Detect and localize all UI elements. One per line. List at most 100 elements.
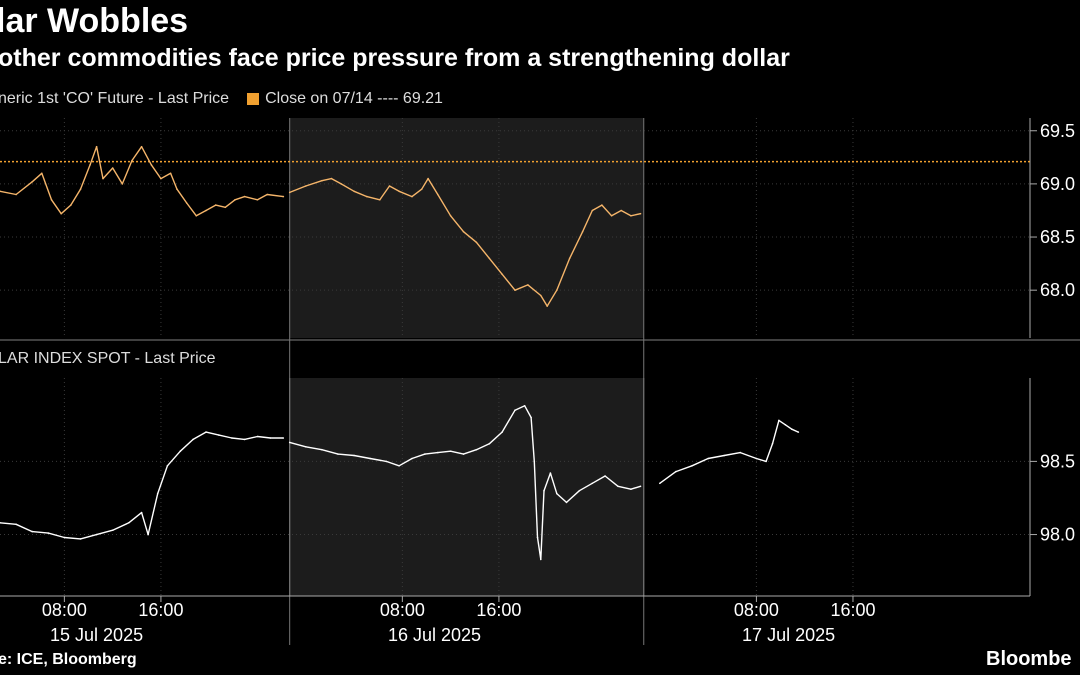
dollar-index-point xyxy=(0,522,1,524)
dollar-index-point xyxy=(723,454,725,457)
brand-logo: Bloombe xyxy=(986,648,1072,670)
x-day-label: 17 Jul 2025 xyxy=(742,625,835,645)
oil-price-point xyxy=(540,294,542,297)
dollar-index-point xyxy=(591,482,594,485)
x-tick-label: 16:00 xyxy=(830,600,875,620)
dollar-index-point xyxy=(269,437,272,439)
oil-price-point xyxy=(449,215,452,217)
oil-price-point xyxy=(140,145,143,148)
oil-price-point xyxy=(224,206,227,209)
dollar-index-point xyxy=(784,424,787,426)
dollar-index-point xyxy=(765,460,767,463)
dollar-index-point xyxy=(243,438,246,441)
oil-price-point xyxy=(41,172,43,175)
dollar-index-point xyxy=(305,446,307,448)
source-note: e: ICE, Bloomberg xyxy=(0,651,137,668)
dollar-index-point xyxy=(288,441,291,444)
oil-price-point xyxy=(234,199,236,201)
oil-price-point xyxy=(411,195,413,198)
oil-price-point xyxy=(169,172,172,175)
oil-price-point xyxy=(366,195,368,198)
oil-price-point xyxy=(256,199,259,201)
dollar-index-point xyxy=(549,472,552,474)
oil-price-point xyxy=(288,191,291,194)
dollar-index-point xyxy=(156,492,159,495)
oil-price-point xyxy=(462,230,465,233)
y-tick-label: 68.5 xyxy=(1040,227,1075,247)
dollar-index-point xyxy=(231,437,233,439)
oil-legend-label: neric 1st 'CO' Future - Last Price xyxy=(0,90,230,107)
dollar-index-point xyxy=(604,475,606,477)
dollar-index-point xyxy=(111,529,114,531)
dollar-index-point xyxy=(79,538,82,540)
oil-price-point xyxy=(556,289,558,292)
dollar-index-point xyxy=(778,419,780,422)
oil-price-point xyxy=(601,204,603,206)
oil-price-point xyxy=(620,209,622,212)
oil-price-point xyxy=(121,183,124,185)
oil-price-line xyxy=(0,146,284,217)
oil-price-point xyxy=(70,204,72,206)
oil-price-point xyxy=(131,159,133,162)
y-tick-label: 69.0 xyxy=(1040,174,1075,194)
oil-price-point xyxy=(266,193,269,196)
dollar-index-point xyxy=(369,457,372,460)
dollar-index-point xyxy=(192,438,194,441)
dollar-index-point xyxy=(424,453,426,455)
oil-price-point xyxy=(353,190,355,193)
oil-price-point xyxy=(0,190,1,193)
dollar-index-point xyxy=(282,437,285,439)
x-tick-label: 08:00 xyxy=(380,600,425,620)
dollar-index-point xyxy=(218,434,220,436)
oil-price-point xyxy=(379,199,381,201)
oil-price-point xyxy=(330,177,333,180)
dollar-index-point xyxy=(337,453,339,455)
oil-price-point xyxy=(60,212,62,215)
dollar-index-point xyxy=(556,492,558,495)
dollar-index-point xyxy=(475,448,478,451)
oil-price-point xyxy=(79,188,82,190)
reference-swatch-icon xyxy=(247,93,260,105)
dollar-index-point xyxy=(617,485,619,488)
oil-price-point xyxy=(195,215,198,217)
dollar-index-point xyxy=(791,428,793,431)
y-tick-label: 69.5 xyxy=(1040,121,1075,141)
dollar-index-point xyxy=(353,454,355,457)
dollar-index-line xyxy=(289,405,641,561)
dollar-index-point xyxy=(385,460,388,463)
oil-price-point xyxy=(591,209,594,212)
oil-price-point xyxy=(420,188,423,190)
oil-price-point xyxy=(475,241,478,244)
oil-price-point xyxy=(150,164,153,166)
oil-price-point xyxy=(610,215,613,217)
dollar-legend: LAR INDEX SPOT - Last Price xyxy=(0,350,216,368)
y-tick-label: 98.5 xyxy=(1040,451,1075,471)
dollar-legend-label: LAR INDEX SPOT - Last Price xyxy=(0,350,216,367)
dollar-index-point xyxy=(501,431,503,433)
dollar-index-point xyxy=(540,558,542,561)
shaded-day-region xyxy=(289,118,644,338)
dollar-index-line xyxy=(659,419,799,484)
y-tick-label: 68.0 xyxy=(1040,280,1075,300)
dollar-index-point xyxy=(179,450,182,453)
oil-price-point xyxy=(514,289,516,292)
oil-price-point xyxy=(31,181,33,183)
dollar-index-point xyxy=(771,443,774,445)
oil-price-point xyxy=(568,257,571,260)
oil-price-point xyxy=(639,212,642,215)
oil-price-point xyxy=(95,145,98,148)
x-tick-label: 08:00 xyxy=(42,600,87,620)
oil-price-point xyxy=(388,185,391,187)
oil-price-point xyxy=(630,215,632,217)
oil-price-point xyxy=(427,177,429,180)
dollar-index-point xyxy=(578,489,581,492)
x-day-label: 16 Jul 2025 xyxy=(388,625,481,645)
oil-price-line xyxy=(289,177,641,307)
dollar-index-point xyxy=(166,465,169,467)
dollar-index-point xyxy=(205,431,207,433)
dollar-index-point xyxy=(639,485,642,488)
dollar-index-point xyxy=(755,457,758,460)
oil-price-point xyxy=(15,193,17,196)
dollar-index-point xyxy=(691,465,693,467)
